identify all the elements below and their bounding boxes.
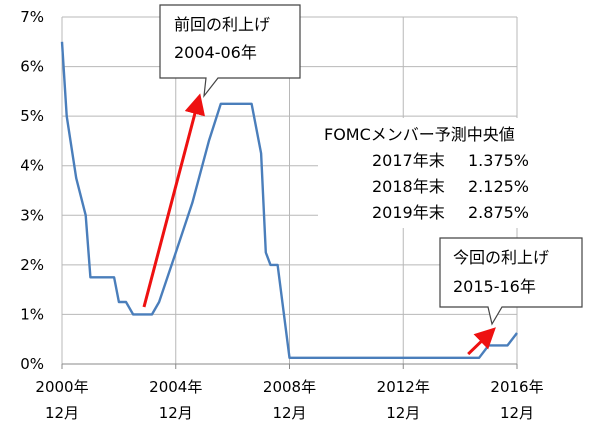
y-tick-label: 0% [20,355,44,373]
fomc-projection-annotation: FOMCメンバー予測中央値 2017年末 1.375% 2018年末 2.125… [318,118,580,228]
annotation-row-value: 2.875% [468,203,529,222]
annotation-row-label: 2018年末 [372,177,445,196]
y-tick-label: 5% [20,107,44,125]
y-axis-ticks: 0% 1% 2% 3% 4% 5% 6% 7% [20,8,44,373]
x-tick-label-month: 12月 [386,404,420,422]
x-tick-label-month: 12月 [272,404,306,422]
x-tick-label-year: 2008年 [263,378,316,396]
callout-box [159,4,301,99]
x-tick-label-year: 2012年 [377,378,430,396]
x-tick-label-year: 2004年 [149,378,202,396]
callout-subtitle: 2004-06年 [174,43,257,62]
annotation-row-label: 2019年末 [372,203,445,222]
annotation-row-label: 2017年末 [372,151,445,170]
y-tick-label: 7% [20,8,44,26]
y-tick-label: 4% [20,157,44,175]
y-tick-label: 3% [20,206,44,224]
x-tick-label-year: 2000年 [35,378,88,396]
callout-current-hike: 今回の利上げ 2015-16年 [439,237,583,326]
series-line [60,41,518,359]
y-tick-label: 1% [20,305,44,323]
callout-title: 前回の利上げ [174,15,270,34]
x-tick-label-month: 12月 [159,404,193,422]
callout-box [439,237,583,326]
y-tick-label: 6% [20,58,44,76]
annotation-title: FOMCメンバー予測中央値 [324,125,515,144]
trend-arrow [142,93,206,308]
series [60,41,518,359]
callout-title: 今回の利上げ [453,248,549,267]
annotation-row-value: 1.375% [468,151,529,170]
trend-arrow [467,327,496,356]
callout-previous-hike: 前回の利上げ 2004-06年 [159,4,301,99]
x-tick-label-year: 2016年 [490,378,543,396]
callout-subtitle: 2015-16年 [453,277,536,296]
arrows [142,93,496,356]
y-tick-label: 2% [20,256,44,274]
annotation-row-value: 2.125% [468,177,529,196]
annotation-background [318,118,580,228]
x-axis-ticks: 2000年 12月 2004年 12月 2008年 12月 2012年 12月 2016年 12月 [35,364,544,422]
x-tick-label-month: 12月 [45,404,79,422]
x-tick-label-month: 12月 [500,404,534,422]
